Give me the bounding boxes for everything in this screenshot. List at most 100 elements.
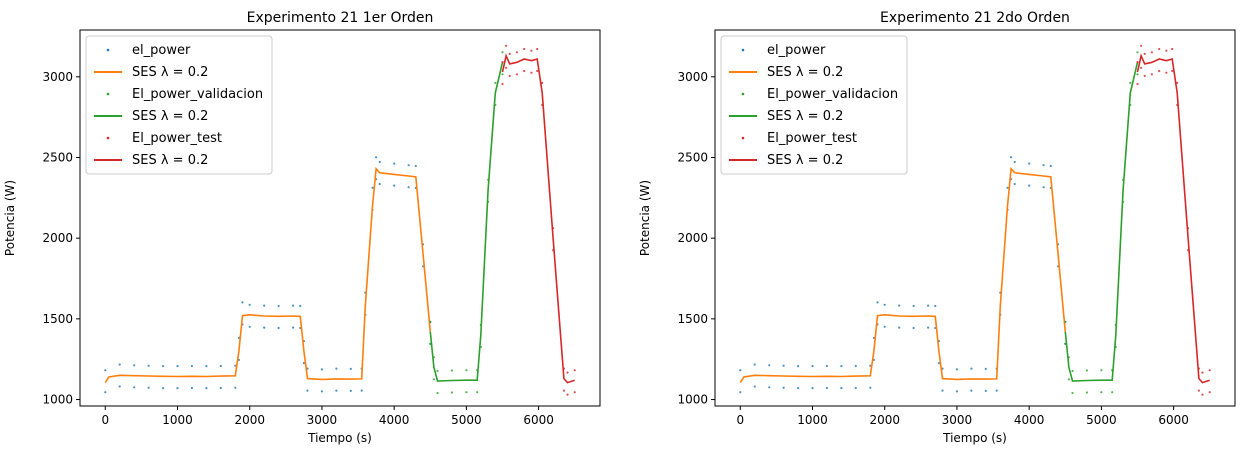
series-0 [104, 156, 432, 394]
data-point [955, 390, 959, 393]
x-tick-label: 0 [101, 413, 109, 427]
data-point [1067, 378, 1070, 381]
data-point [320, 368, 323, 371]
legend-label: SES λ = 0.2 [767, 109, 843, 124]
data-point [1100, 391, 1103, 394]
data-point [375, 156, 378, 159]
series-5 [1136, 53, 1210, 384]
data-point [1028, 184, 1031, 187]
data-point [219, 386, 222, 390]
data-point [811, 387, 814, 390]
legend-label: SES λ = 0.2 [767, 65, 843, 80]
series-4 [501, 44, 576, 396]
data-point [432, 378, 435, 381]
data-point [147, 386, 150, 389]
data-point [536, 69, 539, 73]
series-5 [501, 53, 575, 384]
data-point [1158, 69, 1161, 73]
y-tick-label: 2500 [42, 150, 73, 164]
legend-label: el_power [767, 43, 826, 58]
data-point [869, 364, 872, 367]
data-point [768, 386, 771, 389]
data-point [320, 390, 323, 393]
y-tick-label: 1500 [677, 312, 708, 326]
plot-frame [79, 29, 601, 407]
legend-label: SES λ = 0.2 [132, 109, 208, 124]
data-point [371, 186, 374, 189]
data-point [1143, 52, 1146, 56]
data-point [1165, 49, 1168, 52]
data-point [782, 386, 785, 389]
data-point [876, 301, 879, 304]
data-point [941, 389, 944, 392]
legend-label: SES λ = 0.2 [767, 153, 843, 168]
data-point [739, 369, 742, 372]
series-3 [1064, 62, 1139, 382]
data-point [378, 182, 381, 186]
data-point [1150, 73, 1153, 76]
data-point [825, 386, 829, 390]
data-point [1150, 51, 1153, 54]
legend-label: El_power_validacion [767, 87, 898, 102]
data-point [912, 304, 915, 308]
y-tick-label: 1000 [42, 393, 73, 407]
data-point [234, 364, 237, 367]
data-point [782, 364, 785, 367]
data-point [450, 369, 453, 372]
data-point [1140, 66, 1143, 69]
data-point [407, 164, 410, 167]
data-point [869, 386, 872, 389]
data-point [118, 385, 121, 388]
legend-label: SES λ = 0.2 [132, 65, 208, 80]
data-point [1028, 162, 1031, 165]
data-point [505, 44, 508, 47]
data-point [1071, 369, 1074, 373]
data-point [1111, 391, 1114, 394]
data-point [335, 367, 338, 370]
data-point [248, 303, 251, 306]
data-point [104, 391, 107, 394]
data-point [465, 369, 468, 372]
x-tick-label: 0 [736, 413, 744, 427]
data-point [407, 186, 410, 189]
data-point [263, 326, 266, 329]
x-tick-label: 5000 [451, 413, 482, 427]
data-point [854, 364, 857, 368]
x-tick-label: 4000 [1014, 413, 1045, 427]
data-point [277, 326, 280, 330]
legend: el_power SES λ = 0.2 El_power_validacion SE… [85, 35, 273, 175]
data-point [450, 391, 453, 394]
y-tick-label: 2000 [677, 231, 708, 245]
data-point [1042, 186, 1045, 189]
data-point [501, 82, 504, 86]
data-point [508, 52, 511, 56]
data-point [1176, 81, 1179, 84]
series-0 [739, 156, 1067, 394]
data-point [1136, 60, 1139, 64]
x-tick-label: 1000 [797, 413, 828, 427]
data-point [263, 304, 266, 307]
data-point [984, 367, 987, 370]
data-point [1071, 391, 1074, 395]
x-axis-label: Tiempo (s) [307, 431, 372, 445]
data-point [465, 391, 468, 394]
data-point [133, 364, 136, 367]
data-point [934, 304, 937, 308]
data-point [501, 60, 504, 64]
data-point [1006, 186, 1009, 189]
data-point [573, 391, 576, 394]
data-point [1085, 369, 1088, 372]
series-line [739, 166, 1067, 384]
data-point [797, 387, 800, 390]
data-point [190, 364, 193, 368]
y-axis-label: Potencia (W) [3, 180, 17, 256]
x-tick-label: 1000 [162, 413, 193, 427]
data-point [1201, 371, 1204, 374]
x-tick-label: 6000 [523, 413, 554, 427]
data-point [566, 393, 569, 396]
x-tick-label: 4000 [379, 413, 410, 427]
chart-title: Experimento 21 1er Orden [247, 10, 434, 26]
data-point [1140, 44, 1143, 47]
data-point [797, 365, 800, 368]
